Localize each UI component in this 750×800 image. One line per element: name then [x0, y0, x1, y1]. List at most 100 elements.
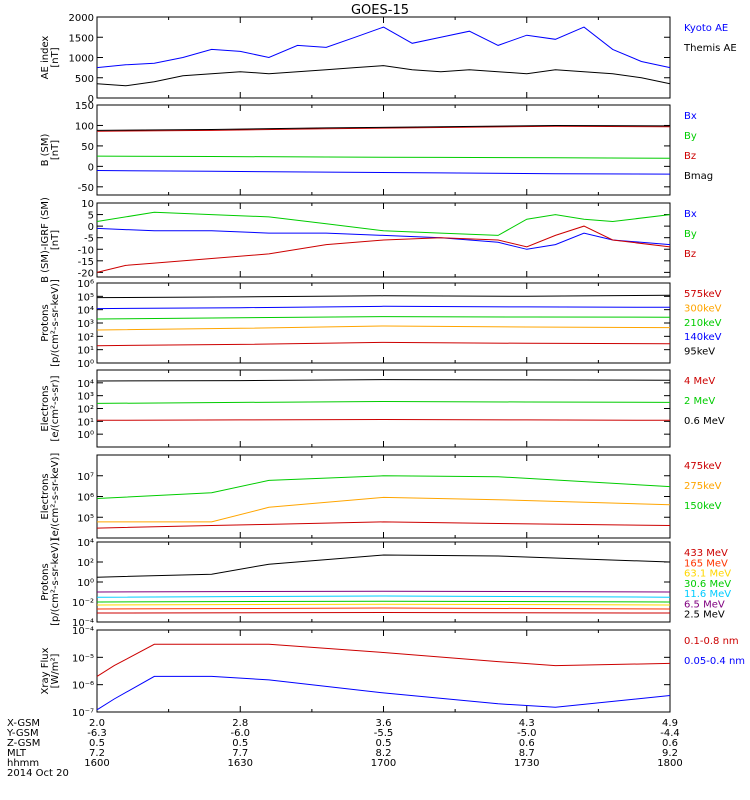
ephemeris-value: 2.8 [232, 718, 248, 729]
ephemeris-value: 3.6 [376, 718, 392, 729]
series-line [96, 225, 671, 273]
legend-entry: Bx [684, 111, 697, 122]
y-tick-label: 10⁻⁴ [72, 626, 94, 637]
legend-entry: By [684, 229, 697, 240]
date-label: 2014 Oct 20 [7, 768, 69, 779]
series-line [96, 124, 671, 131]
panel-4: 10⁰ 10¹ 10² 10³ 10⁴ 10⁵ 10⁶ Protons [p/(cm²-s-sr… [40, 279, 722, 370]
panel-frame [96, 282, 671, 364]
legend-entry: 11.6 MeV [684, 589, 731, 600]
legend-entry: 63.1 MeV [684, 569, 731, 580]
ephemeris-value: 0.5 [376, 738, 392, 749]
series-line [96, 65, 671, 87]
y-tick-label: 10² [77, 332, 94, 343]
y-tick-label: 1000 [69, 54, 94, 65]
y-tick-label: 10⁻² [72, 598, 94, 609]
legend-entry: Bx [684, 209, 697, 220]
series-line [96, 294, 671, 299]
y-tick-label: 10⁻⁵ [72, 653, 94, 664]
legend-entry: Bz [684, 151, 696, 162]
y-axis-label: B (SM)-IGRF (SM) [40, 197, 51, 283]
legend-entry: 0.6 MeV [684, 416, 725, 427]
legend-entry: 4 MeV [684, 376, 715, 387]
legend-entry: 575keV [684, 289, 722, 300]
ephemeris-value: 1700 [371, 758, 396, 769]
series-line [97, 496, 671, 523]
series-line [96, 611, 671, 614]
y-tick-label: 10⁰ [77, 359, 94, 370]
panel-6: 10⁵ 10⁶ 10⁷ Electrons [e/(cm²-s-sr-keV)] 475k… [40, 453, 722, 541]
y-tick-label: 10⁴ [77, 379, 94, 390]
ephemeris-value: -5.0 [517, 728, 537, 739]
y-tick-label: 500 [75, 74, 94, 85]
y-tick-label: 0 [88, 94, 94, 105]
y-axis-label: B (SM) [40, 133, 51, 166]
y-tick-label: 10⁵ [77, 292, 94, 303]
y-tick-label: 10² [77, 558, 94, 569]
y-axis-label: AE index [40, 36, 51, 80]
panel-frame [96, 541, 671, 623]
legend-entry: 2.5 MeV [684, 610, 725, 621]
y-tick-label: 5 [88, 211, 94, 222]
ephemeris-row-label: hhmm [7, 758, 39, 769]
ephemeris-value: 7.2 [89, 748, 105, 759]
panel-8: 10⁻⁷ 10⁻⁶ 10⁻⁵ 10⁻⁴ Xray Flux [W/m²] 0.1-0.8 n… [40, 626, 745, 719]
y-tick-label: -10 [78, 245, 94, 256]
series-line [96, 521, 671, 529]
legend-entry: 150keV [684, 501, 722, 512]
y-axis-label: Electrons [40, 385, 51, 431]
panel-7: 10⁻⁴ 10⁻² 10⁰ 10² 10⁴ Protons [p/(cm²-s-sr-keV… [40, 538, 731, 629]
legend-entry: 2 MeV [684, 396, 715, 407]
y-tick-label: -5 [84, 234, 94, 245]
series-line [96, 554, 671, 578]
legend-entry: 95keV [684, 347, 715, 358]
ephemeris-value: 0.6 [662, 738, 678, 749]
ephemeris-value: 1800 [657, 758, 682, 769]
y-tick-label: 10⁰ [77, 430, 94, 441]
legend-entry: 6.5 MeV [684, 599, 725, 610]
y-tick-label: 10³ [77, 319, 94, 330]
y-tick-label: 10¹ [77, 346, 94, 357]
y-tick-label: 0 [88, 162, 94, 173]
series-line [96, 418, 671, 421]
panel-1: 0 500 1000 1500 2000 AE index [nT] Kyoto AE Them… [40, 13, 737, 105]
legend-entry: 210keV [684, 318, 722, 329]
y-tick-label: -50 [78, 183, 94, 194]
legend-entry: Bz [684, 249, 696, 260]
ephemeris-value: 7.7 [232, 748, 248, 759]
ephemeris-value: 8.2 [376, 748, 392, 759]
series-line [96, 603, 671, 606]
y-axis-label: [nT] [50, 230, 61, 250]
series-line [96, 379, 671, 382]
y-axis-label: [e/(cm²-s-sr-keV)] [50, 453, 61, 541]
panel-frame [96, 104, 671, 196]
y-tick-label: 2000 [69, 13, 94, 24]
series-line [96, 325, 671, 331]
ephemeris-value: 8.7 [519, 748, 535, 759]
ephemeris-row-label: X-GSM [7, 718, 40, 729]
series-line [96, 227, 671, 250]
ephemeris-value: -4.4 [660, 728, 680, 739]
y-tick-label: 0 [88, 222, 94, 233]
legend-entry: 475keV [684, 461, 722, 472]
panel-frame [96, 629, 671, 713]
y-tick-label: 150 [75, 101, 94, 112]
series-line [96, 590, 671, 593]
y-axis-label: Protons [40, 304, 51, 341]
legend-entry: 140keV [684, 332, 722, 343]
y-tick-label: 10⁻⁴ [72, 618, 94, 629]
ephemeris-row-label: MLT [7, 748, 27, 759]
series-line [96, 125, 671, 132]
y-tick-label: 10⁻⁶ [72, 681, 94, 692]
legend-entry: 275keV [684, 481, 722, 492]
y-axis-label: [W/m²] [50, 653, 61, 688]
y-tick-label: 10³ [77, 392, 94, 403]
ephemeris-value: 0.5 [232, 738, 248, 749]
legend-entry: By [684, 131, 697, 142]
y-tick-label: -15 [78, 257, 94, 268]
y-axis-label: [p/(cm²-s-sr-keV)] [50, 538, 61, 626]
y-tick-label: 10⁶ [77, 279, 94, 290]
legend-entry: 30.6 MeV [684, 579, 731, 590]
